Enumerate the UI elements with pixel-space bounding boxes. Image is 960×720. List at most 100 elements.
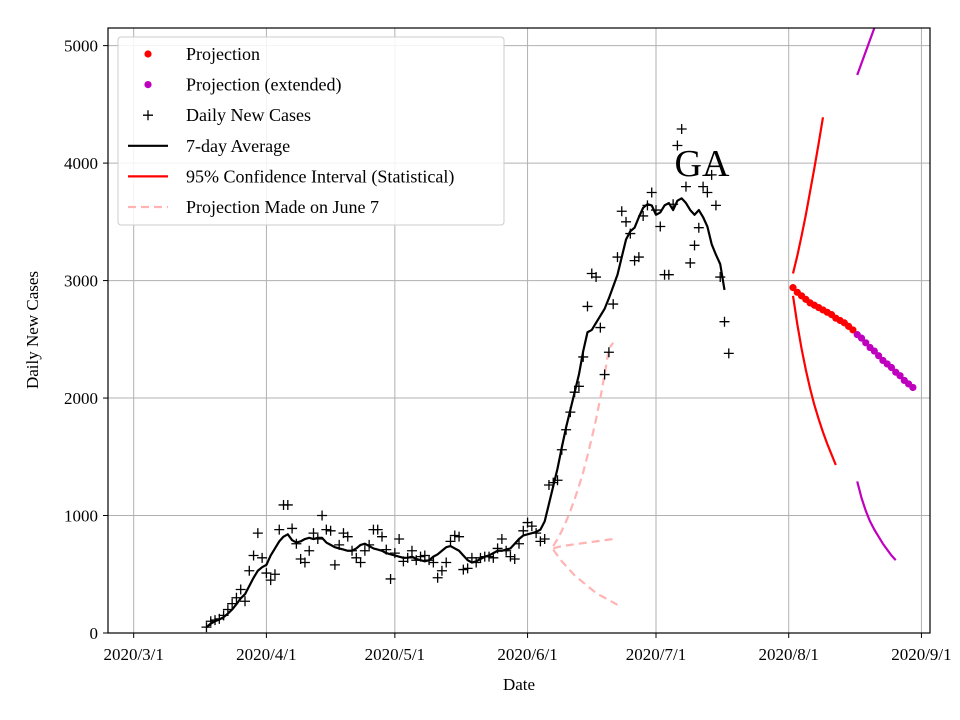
state-annotation: GA [675, 143, 730, 185]
legend-label-ci: 95% Confidence Interval (Statistical) [186, 166, 454, 187]
projection-extended-point [887, 363, 896, 372]
daily-case-point [299, 557, 310, 568]
daily-case-point [287, 523, 298, 534]
daily-case-point [321, 524, 332, 535]
daily-case-point [663, 269, 674, 280]
projection-extended-point [857, 334, 866, 342]
y-tick-label: 4000 [64, 154, 98, 173]
daily-case-point [394, 534, 405, 545]
daily-case-point [698, 181, 709, 192]
ci-upper-line [791, 117, 825, 274]
daily-case-point [432, 572, 443, 583]
june7-projection-lower [552, 548, 618, 606]
daily-case-point [329, 559, 340, 570]
legend: Projection Projection (extended) Daily New… [117, 36, 505, 226]
legend-box [117, 36, 505, 226]
x-tick-label: 2020/9/1 [891, 645, 951, 664]
daily-case-point [582, 301, 593, 312]
daily-case-point [676, 124, 687, 135]
daily-case-point [616, 206, 627, 217]
daily-case-point [543, 479, 554, 490]
ci-lower-extended-line [856, 481, 897, 561]
daily-case-point [244, 565, 255, 576]
daily-case-point [252, 528, 263, 539]
daily-case-point [351, 552, 362, 563]
series-layer [201, 28, 917, 633]
daily-case-point [240, 596, 250, 607]
daily-case-point [449, 530, 460, 541]
daily-case-point [325, 525, 336, 536]
daily-case-point [458, 564, 469, 575]
ci-lower-line [791, 295, 837, 466]
daily-case-point [526, 521, 537, 532]
daily-case-point [591, 272, 602, 283]
x-axis-label: Date [503, 675, 535, 694]
projection-extended-point [875, 352, 883, 360]
daily-case-point [633, 252, 644, 263]
daily-case-point [505, 551, 516, 562]
daily-case-point [304, 545, 315, 556]
daily-case-point [355, 557, 366, 568]
daily-case-point [608, 299, 619, 310]
june7-projection-upper [552, 342, 615, 547]
projection-extended-point [896, 372, 904, 380]
y-tick-label: 1000 [64, 507, 98, 526]
projection-point [789, 284, 797, 292]
projection-extended-point [909, 383, 917, 392]
y-tick-label: 5000 [64, 37, 98, 56]
daily-case-point [359, 545, 370, 556]
y-tick-label: 2000 [64, 389, 98, 408]
daily-case-point [428, 557, 439, 568]
daily-case-point [595, 322, 606, 333]
x-tick-label: 2020/5/1 [365, 645, 425, 664]
daily-case-point [599, 369, 610, 380]
daily-case-point [454, 531, 465, 542]
daily-case-point [488, 552, 499, 563]
daily-case-point [342, 531, 353, 542]
daily-case-point [419, 550, 430, 561]
daily-case-point [462, 563, 473, 574]
plot-frame [107, 27, 931, 634]
daily-case-point [702, 187, 713, 198]
daily-case-point [274, 524, 285, 535]
legend-marker-dot [144, 81, 152, 89]
daily-case-point [693, 222, 704, 233]
daily-case-point [715, 272, 726, 283]
daily-case-point [406, 545, 417, 556]
daily-case-point [655, 221, 666, 232]
x-tick-label: 2020/6/1 [497, 645, 557, 664]
daily-case-point [680, 181, 691, 192]
daily-case-point [317, 510, 328, 521]
daily-case-point [646, 187, 657, 198]
daily-case-point [257, 552, 268, 563]
legend-label-observed: Daily New Cases [186, 105, 311, 125]
daily-case-point [235, 584, 246, 595]
daily-case-point [372, 524, 383, 535]
projection-extended-point [862, 339, 870, 347]
x-tick-label: 2020/3/1 [103, 645, 163, 664]
y-tick-label: 3000 [64, 272, 98, 291]
ci-upper-extended-line [856, 28, 876, 76]
x-tick-label: 2020/4/1 [236, 645, 296, 664]
legend-label-avg: 7-day Average [186, 136, 290, 156]
projection-extended-point [870, 347, 878, 355]
daily-case-point [518, 525, 529, 536]
daily-case-point [308, 528, 319, 539]
daily-case-point [706, 169, 717, 180]
x-tick-label: 2020/7/1 [626, 645, 686, 664]
daily-case-point [603, 347, 614, 358]
daily-case-point [509, 553, 520, 564]
daily-case-point [496, 534, 507, 545]
daily-case-point [265, 575, 276, 586]
daily-case-point [436, 565, 447, 576]
legend-marker-plus [143, 110, 153, 121]
daily-case-point [261, 568, 272, 579]
daily-case-point [269, 569, 280, 580]
daily-case-point [227, 598, 238, 609]
y-axis-label: Daily New Cases [23, 271, 42, 389]
daily-case-point [231, 592, 242, 603]
daily-case-point [385, 573, 396, 584]
legend-label-extended: Projection (extended) [186, 75, 341, 96]
legend-marker-dot [144, 50, 152, 58]
